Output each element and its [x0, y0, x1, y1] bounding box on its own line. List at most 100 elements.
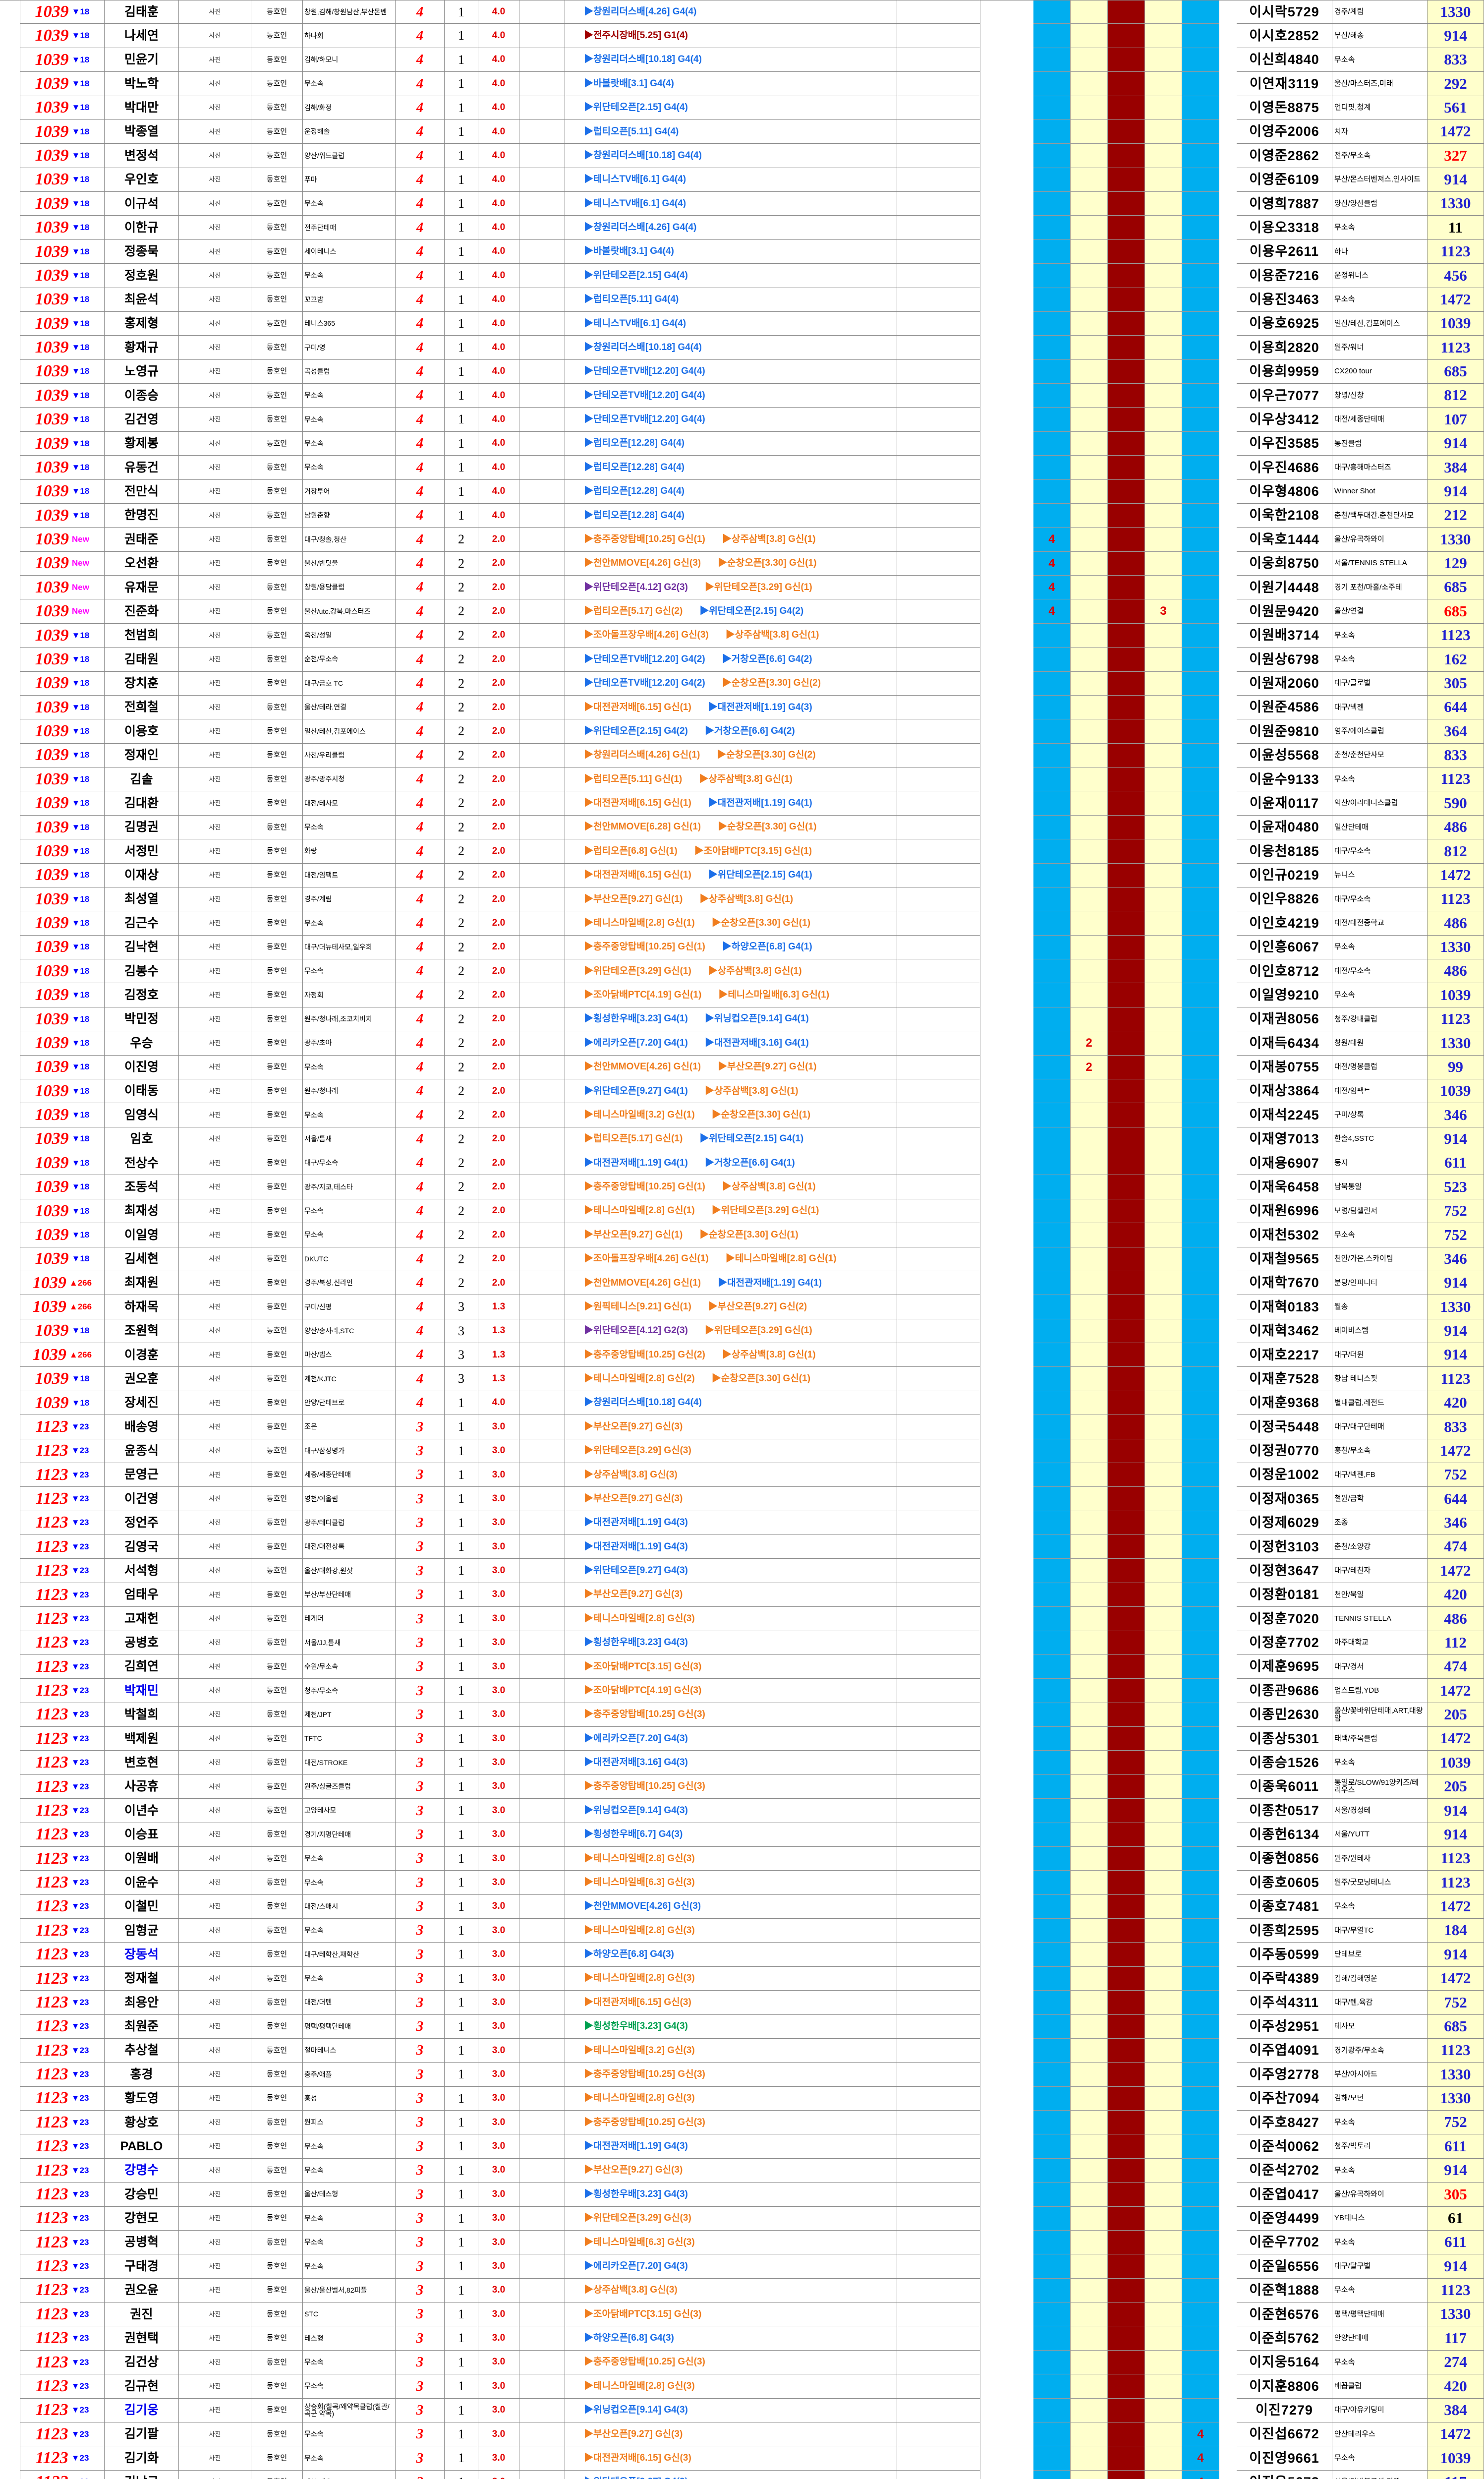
right-club-name: 서울/팀바불루션,원맨,KUTC — [1332, 2470, 1427, 2479]
band-cyan-1 — [1033, 2422, 1071, 2447]
rank-cell: 1039 ▼18 — [20, 119, 105, 144]
band-yellow-1 — [1071, 1535, 1108, 1559]
left-margin — [0, 552, 20, 576]
empty-cell — [897, 791, 980, 816]
band-cyan-1 — [1033, 1103, 1071, 1127]
club-name: 무소속 — [303, 192, 396, 216]
left-margin — [0, 864, 20, 887]
photo-label: 사진 — [179, 887, 251, 912]
gap-column — [980, 1079, 1033, 1103]
right-club-name: 업스트림,YDB — [1332, 1679, 1427, 1703]
tournament-entry: ▶위단테오픈[3.29] G신(1) — [704, 582, 812, 592]
band-darkred — [1108, 1919, 1145, 1943]
band-darkred — [1108, 911, 1145, 936]
right-player-name: 이재권8056 — [1237, 1007, 1332, 1032]
right-club-name: 대구/아유키딩미 — [1332, 2398, 1427, 2422]
grade-count: 3 — [396, 2302, 445, 2327]
tournament-entry: ▶조아닭배PTC[3.15] G신(3) — [584, 1661, 702, 1672]
photo-label: 사진 — [179, 1031, 251, 1056]
empty-cell — [897, 0, 980, 24]
gap-column — [1219, 911, 1237, 935]
table-row: 1039 ▲266 하재목 사진 동호인 구미/신평 4 3 1.3 ▶원픽테니… — [0, 1295, 1484, 1319]
event-count: 1 — [445, 2446, 478, 2471]
right-player-name: 이진섭6672 — [1237, 2422, 1332, 2447]
rank-cell: 1039 ▼18 — [20, 1103, 105, 1127]
table-row: 1123 ▼23 김규현 사진 동호인 무소속 3 1 3.0 ▶테니스마일배[… — [0, 2374, 1484, 2399]
rank-cell: 1123 ▼23 — [20, 1799, 105, 1823]
gap-column — [980, 1991, 1033, 2014]
player-name: 임호 — [105, 1127, 179, 1151]
band-cyan-2 — [1182, 1799, 1219, 1823]
right-club-name: 무소속 — [1332, 2111, 1427, 2135]
rank-change-indicator: ▼18 — [71, 1062, 90, 1072]
gap-column — [980, 696, 1033, 719]
tournament-entry: ▶창원리더스배[4.26] G신(1) — [584, 750, 700, 761]
empty-cell — [519, 576, 565, 600]
band-cyan-1 — [1033, 1391, 1071, 1416]
player-name[interactable]: 김기웅 — [105, 2398, 179, 2422]
club-name: 대전/스매시 — [303, 1894, 396, 1919]
table-row: 1039 ▼18 이진영 사진 동호인 무소속 4 2 2.0 ▶천안MMOVE… — [0, 1055, 1484, 1079]
right-points: 486 — [1427, 1607, 1484, 1631]
club-name: 철마테니스 — [303, 2038, 396, 2063]
right-points: 1472 — [1427, 1727, 1484, 1751]
empty-cell — [897, 959, 980, 984]
photo-label: 사진 — [179, 551, 251, 576]
rank-number: 1123 — [36, 2473, 68, 2479]
rating-value: 3.0 — [478, 1463, 519, 1487]
grade-count: 4 — [396, 959, 445, 984]
band-cyan-2 — [1182, 791, 1219, 816]
right-club-name: 대구/텐,육감 — [1332, 1991, 1427, 2015]
band-cyan-1 — [1033, 1079, 1071, 1104]
tournament-entry: ▶창원리더스배[10.18] G4(4) — [584, 342, 702, 353]
band-cyan-2 — [1182, 935, 1219, 959]
club-name: 대구/더뉴테사모,일우회 — [303, 935, 396, 959]
empty-cell — [519, 1559, 565, 1583]
rank-cell: 1123 ▼23 — [20, 1894, 105, 1919]
rank-change-indicator: ▼23 — [71, 1613, 89, 1623]
event-count: 1 — [445, 2374, 478, 2399]
band-cyan-2 — [1182, 216, 1219, 240]
club-name: 무소속 — [303, 2254, 396, 2279]
player-name[interactable]: 장동석 — [105, 1943, 179, 1967]
tournament-list: ▶충주중앙탑배[10.25] G신(3) — [565, 2350, 897, 2375]
grade-count: 4 — [396, 168, 445, 192]
event-count: 1 — [445, 1607, 478, 1631]
table-row: 1123 ▼23 김건상 사진 동호인 무소속 3 1 3.0 ▶충주중앙탑배[… — [0, 2350, 1484, 2375]
rank-number: 1039 — [35, 98, 69, 117]
event-count: 2 — [445, 1199, 478, 1224]
rank-change-indicator: ▼23 — [71, 2165, 89, 2175]
tournament-entry: ▶위단테오픈[2.15] G4(4) — [584, 270, 688, 281]
player-name: 유동건 — [105, 456, 179, 480]
tournament-entry: ▶대전관저배[6.15] G신(3) — [584, 1997, 691, 2007]
right-player-name: 이재원6996 — [1237, 1199, 1332, 1224]
player-name[interactable]: 박재민 — [105, 1679, 179, 1703]
empty-cell — [519, 839, 565, 864]
gap-column — [1219, 839, 1237, 863]
player-name: 배송영 — [105, 1415, 179, 1439]
tournament-entry: ▶천안MMOVE[4.26] G신(1) — [584, 1277, 701, 1288]
band-cyan-2 — [1182, 1559, 1219, 1583]
right-points: 914 — [1427, 2254, 1484, 2279]
right-points: 305 — [1427, 2183, 1484, 2207]
member-type: 동호인 — [251, 264, 303, 288]
left-margin — [0, 120, 20, 144]
tournament-entry: ▶대전관저배[1.19] G4(1) — [718, 1277, 822, 1288]
photo-label: 사진 — [179, 384, 251, 408]
right-club-name: 무소속 — [1332, 1223, 1427, 1247]
gap-column — [1219, 1799, 1237, 1823]
member-type: 동호인 — [251, 96, 303, 120]
event-count: 1 — [445, 2063, 478, 2087]
rank-change-indicator: ▼18 — [71, 630, 90, 640]
player-name[interactable]: 강명수 — [105, 2158, 179, 2183]
right-player-name: 이재영7013 — [1237, 1127, 1332, 1151]
player-name: 김낙현 — [105, 935, 179, 959]
grade-count: 4 — [396, 648, 445, 672]
rank-number: 1123 — [35, 2257, 68, 2276]
right-points: 1123 — [1427, 887, 1484, 912]
tournament-entry: ▶충주중앙탑배[10.25] G신(2) — [584, 1349, 705, 1360]
photo-label: 사진 — [179, 2230, 251, 2255]
member-type: 동호인 — [251, 2086, 303, 2111]
gap-column — [1219, 2326, 1237, 2350]
rating-value: 2.0 — [478, 551, 519, 576]
